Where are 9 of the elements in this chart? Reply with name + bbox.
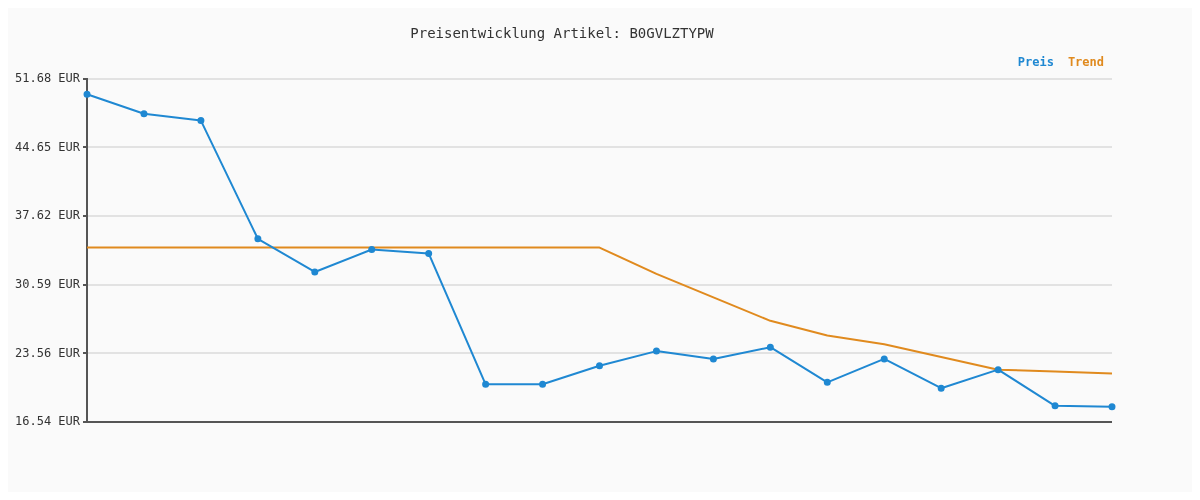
- y-tick-label: 23.56 EUR: [14, 345, 81, 360]
- y-tick-label: 51.68 EUR: [14, 70, 81, 85]
- chart-title: Preisentwicklung Artikel: B0GVLZTYPW: [410, 25, 715, 42]
- y-tick-label: 44.65 EUR: [14, 139, 81, 154]
- text: Preis: [1017, 54, 1054, 69]
- y-tick-label: 30.59 EUR: [14, 276, 81, 291]
- y-tick-label: 37.62 EUR: [14, 208, 81, 223]
- text: Trend: [1067, 54, 1104, 69]
- y-tick-label: 16.54 EUR: [14, 414, 81, 429]
